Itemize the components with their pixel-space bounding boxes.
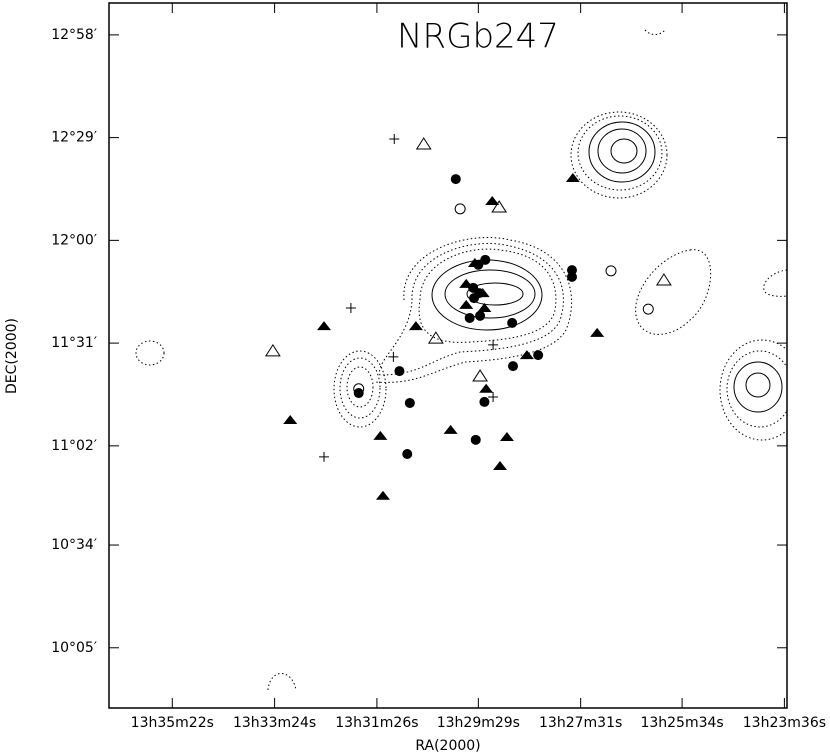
filled-circle-point — [479, 396, 490, 407]
filled-circle-point — [402, 448, 413, 459]
filled-triangle-point — [493, 461, 508, 471]
filled-circle-point — [353, 388, 364, 399]
filled-circle-point — [394, 366, 405, 377]
filled-triangle-point — [499, 431, 514, 441]
cross-point — [488, 339, 499, 350]
y-tick-label: 12°00′ — [51, 232, 97, 248]
filled-triangle-point — [443, 424, 458, 434]
filled-triangle-point — [475, 288, 490, 298]
filled-circle-point — [469, 293, 480, 304]
chart-title: NRGb247 — [397, 17, 559, 57]
filled-circle-point — [480, 254, 491, 265]
filled-triangle-point — [485, 196, 500, 206]
open-circle-point — [605, 265, 617, 277]
filled-circle-point — [464, 312, 475, 323]
plot-frame — [108, 2, 788, 709]
filled-triangle-point — [373, 430, 388, 440]
filled-circle-point — [566, 271, 577, 282]
x-axis-label: RA(2000) — [415, 738, 480, 754]
y-tick-label: 11°31′ — [51, 335, 97, 351]
open-triangle-point — [472, 369, 488, 382]
x-tick-label: 13h25m34s — [640, 715, 723, 731]
filled-triangle-point — [375, 490, 390, 500]
open-triangle-point — [264, 343, 281, 357]
filled-triangle-point — [590, 327, 605, 337]
x-tick-label: 13h23m36s — [743, 715, 826, 731]
filled-triangle-point — [459, 278, 474, 288]
open-triangle-point — [427, 331, 444, 344]
filled-triangle-point — [459, 299, 474, 309]
filled-triangle-point — [479, 383, 494, 393]
y-tick-label: 11°02′ — [51, 438, 97, 454]
y-tick-label: 10°34′ — [51, 537, 97, 553]
cross-point — [319, 451, 330, 462]
filled-circle-point — [507, 317, 518, 328]
filled-triangle-point — [283, 414, 298, 424]
filled-triangle-point — [467, 258, 482, 268]
filled-triangle-point — [408, 321, 423, 331]
filled-circle-point — [450, 174, 461, 185]
cross-point — [345, 303, 356, 314]
filled-circle-point — [404, 397, 415, 408]
y-tick-label: 10°05′ — [51, 640, 97, 656]
x-tick-label: 13h35m22s — [131, 715, 214, 731]
filled-circle-point — [470, 434, 481, 445]
y-tick-label: 12°29′ — [51, 130, 97, 146]
filled-triangle-point — [565, 173, 580, 183]
filled-circle-point — [533, 350, 544, 361]
open-circle-point — [353, 383, 365, 395]
x-tick-label: 13h29m29s — [437, 715, 520, 731]
x-tick-label: 13h33m24s — [233, 715, 316, 731]
y-axis-label: DEC(2000) — [4, 318, 20, 394]
filled-circle-point — [475, 310, 486, 321]
filled-triangle-point — [317, 321, 332, 331]
y-tick-label: 12°58′ — [51, 27, 97, 43]
open-triangle-point — [415, 137, 432, 150]
cross-point — [388, 351, 399, 362]
x-tick-label: 13h31m26s — [335, 715, 418, 731]
open-triangle-point — [491, 200, 508, 213]
open-triangle-point — [655, 273, 672, 286]
filled-triangle-point — [477, 303, 492, 313]
filled-circle-point — [508, 361, 519, 372]
x-tick-label: 13h27m31s — [539, 715, 622, 731]
open-circle-point — [642, 303, 654, 315]
cross-point — [488, 391, 499, 402]
contours — [135, 29, 787, 691]
open-circle-point — [454, 203, 466, 215]
cross-point — [389, 134, 400, 145]
filled-triangle-point — [519, 350, 534, 360]
